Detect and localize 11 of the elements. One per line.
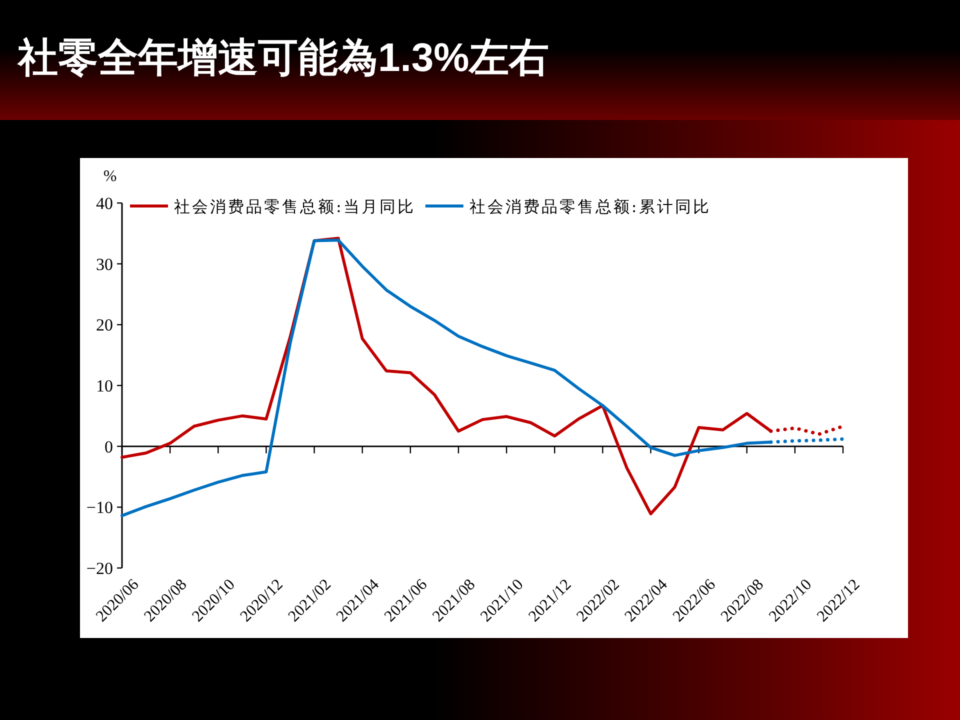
y-tick-label: −10 <box>86 498 113 518</box>
y-tick-label: −20 <box>86 559 113 578</box>
y-tick-label: 30 <box>96 254 113 274</box>
chart-title: 社零全年增速可能為1.3%左右 <box>18 35 550 82</box>
y-tick-label: 20 <box>96 316 113 335</box>
legend-label: 社会消费品零售总额:累计同比 <box>469 197 711 216</box>
y-tick-label: 10 <box>96 376 113 396</box>
y-axis-title: % <box>103 168 117 185</box>
y-tick-label: 40 <box>96 194 113 213</box>
y-tick-label: 0 <box>104 437 113 456</box>
legend-label: 社会消费品零售总额:当月同比 <box>174 197 416 216</box>
